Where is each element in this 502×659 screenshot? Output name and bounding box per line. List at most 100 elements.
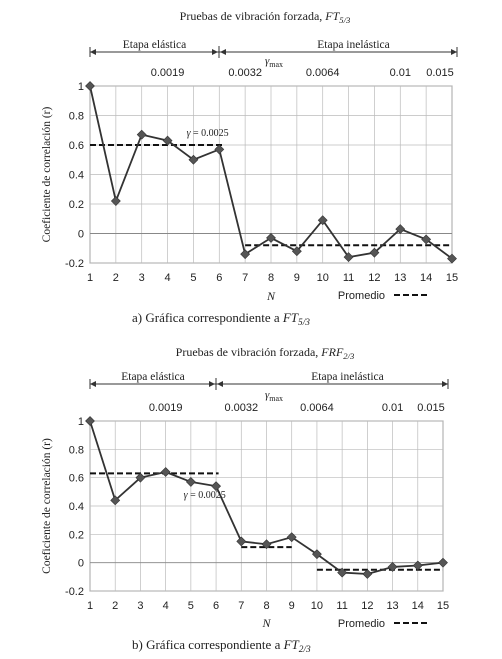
data-point [160, 467, 171, 477]
x-tick-label: 7 [238, 600, 244, 612]
y-tick-label: 0.2 [69, 529, 84, 541]
x-tick-label: 5 [188, 600, 194, 612]
gamma-annotation: γ = 0.0025 [187, 128, 229, 139]
chart-caption: b) Gráfica correspondiente a FT2/3 [132, 637, 311, 655]
legend-label: Promedio [338, 290, 385, 302]
y-tick-label: 0.2 [69, 199, 84, 211]
stage-elastic-label: Etapa elástica [121, 371, 185, 383]
chart-1: Etapa elástica Etapa inelástica γmax 0.0019… [41, 39, 458, 328]
x-axis-label: N [261, 616, 271, 630]
x-tick-label: 15 [437, 600, 449, 612]
y-tick-label: 0 [78, 558, 84, 570]
y-tick-label: 1 [78, 416, 84, 428]
x-axis-label: N [266, 289, 276, 303]
x-tick-label: 6 [216, 272, 222, 284]
data-point [162, 135, 173, 146]
data-point [395, 224, 406, 234]
gamma-tick-label: 0.0032 [228, 67, 262, 79]
stage-arrows [89, 378, 449, 390]
x-tick-label: 12 [368, 272, 380, 284]
data-point [240, 249, 251, 260]
data-point [369, 247, 380, 258]
y-tick-label: -0.2 [65, 258, 84, 270]
x-tick-label: 3 [139, 272, 145, 284]
gamma-tick-label: 0.015 [417, 402, 445, 414]
data-point [110, 196, 121, 206]
x-tick-label: 13 [394, 272, 406, 284]
x-tick-label: 9 [289, 600, 295, 612]
x-tick-label: 4 [163, 600, 169, 612]
y-tick-label: -0.2 [65, 586, 84, 598]
x-tick-label: 2 [113, 272, 119, 284]
y-tick-label: 0 [78, 229, 84, 241]
data-point [85, 416, 95, 426]
x-tick-label: 12 [361, 600, 373, 612]
stage-arrows [89, 46, 458, 58]
data-point [421, 234, 432, 245]
x-tick-label: 14 [420, 272, 432, 284]
y-tick-label: 0.6 [69, 473, 84, 485]
data-point [135, 472, 146, 483]
x-tick-label: 5 [190, 272, 196, 284]
x-tick-label: 10 [311, 600, 323, 612]
data-point [85, 81, 95, 91]
chart-caption: a) Gráfica correspondiente a FT5/3 [132, 310, 310, 328]
y-tick-label: 0.6 [69, 140, 84, 152]
y-tick-label: 0.4 [69, 170, 84, 182]
gamma-tick-label: 0.0032 [224, 402, 258, 414]
x-tick-label: 11 [336, 600, 347, 612]
stage-inelastic-label: Etapa inelástica [317, 39, 389, 51]
data-point [211, 481, 221, 492]
data-point [438, 557, 448, 568]
chart-title: Pruebas de vibración forzada, FT5/3 [180, 9, 351, 25]
gamma-tick-label: 0.01 [382, 402, 403, 414]
x-tick-label: 8 [263, 600, 269, 612]
x-tick-label: 6 [213, 600, 219, 612]
stage-inelastic-label: Etapa inelástica [311, 371, 383, 383]
x-tick-label: 2 [112, 600, 118, 612]
x-tick-label: 10 [317, 272, 329, 284]
data-point [343, 252, 354, 263]
data-point [261, 539, 272, 550]
y-tick-label: 0.8 [69, 444, 84, 456]
gamma-tick-label: 0.015 [426, 67, 454, 79]
y-axis-label: Coeficiente de correlación (r) [41, 106, 53, 242]
x-tick-label: 14 [412, 600, 424, 612]
data-point [387, 561, 398, 572]
x-tick-label: 7 [242, 272, 248, 284]
legend-label: Promedio [338, 618, 385, 630]
gamma-tick-label: 0.0019 [149, 402, 183, 414]
y-tick-label: 0.8 [69, 111, 84, 123]
data-point [362, 569, 373, 579]
gamma-max-label: γmax [265, 55, 283, 69]
x-tick-label: 9 [294, 272, 300, 284]
y-tick-label: 0.4 [69, 501, 84, 513]
x-tick-label: 1 [87, 272, 93, 284]
data-point [286, 532, 297, 543]
chart-title: Pruebas de vibración forzada, FRF2/3 [176, 345, 355, 361]
data-point [337, 567, 348, 578]
gamma-max-label: γmax [265, 389, 283, 403]
stage-elastic-label: Etapa elástica [123, 39, 187, 51]
gamma-tick-label: 0.0019 [151, 67, 185, 79]
data-point [136, 129, 147, 140]
data-point [447, 253, 457, 264]
data-point [188, 154, 199, 165]
data-point [185, 476, 196, 487]
x-tick-label: 3 [137, 600, 143, 612]
gamma-tick-label: 0.0064 [300, 402, 334, 414]
x-tick-label: 8 [268, 272, 274, 284]
data-point [317, 215, 328, 226]
y-axis-label: Coeficiente de correlación (r) [41, 438, 53, 574]
x-tick-label: 15 [446, 272, 458, 284]
data-point [412, 560, 423, 571]
chart-2: Etapa elástica Etapa inelástica γmax 0.0019… [41, 371, 449, 655]
data-point [110, 495, 121, 506]
data-point [214, 144, 225, 155]
x-tick-label: 11 [343, 272, 354, 284]
y-tick-label: 1 [78, 81, 84, 93]
x-tick-label: 4 [165, 272, 171, 284]
data-point [291, 246, 302, 257]
x-tick-label: 1 [87, 600, 93, 612]
